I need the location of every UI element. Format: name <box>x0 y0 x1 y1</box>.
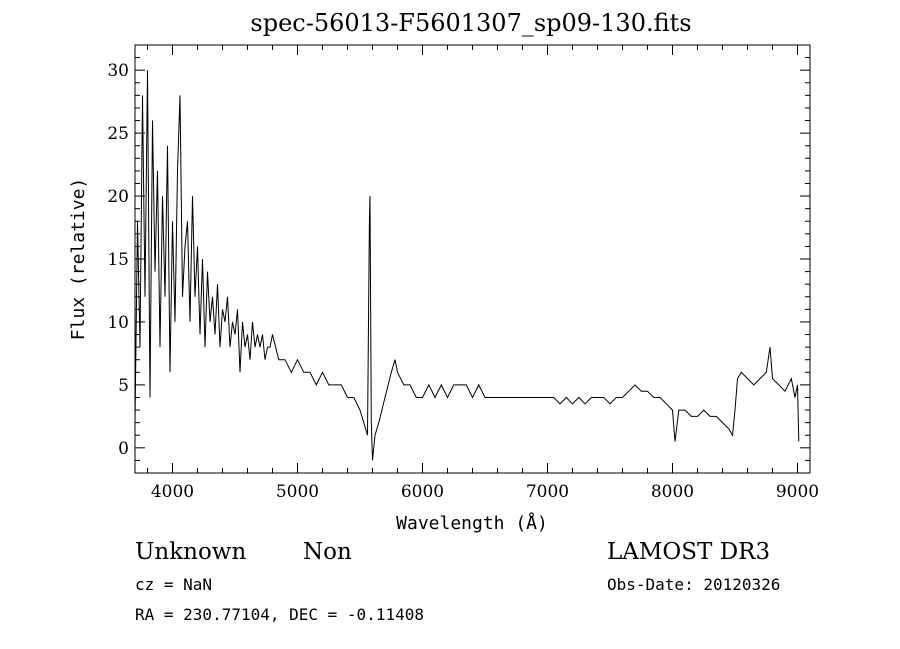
object-subclass: Non <box>303 539 352 565</box>
x-tick-label: 8000 <box>651 482 694 502</box>
coordinates: RA = 230.77104, DEC = -0.11408 <box>135 605 424 624</box>
spectrum-line <box>134 70 800 461</box>
redshift-cz: cz = NaN <box>135 575 212 594</box>
x-tick-labels: 4000 5000 6000 7000 8000 9000 <box>151 482 819 502</box>
y-tick-label: 5 <box>118 376 129 396</box>
axis-ticks <box>135 45 810 473</box>
plot-area <box>134 44 811 474</box>
x-tick-label: 9000 <box>776 482 819 502</box>
y-tick-label: 25 <box>107 124 129 144</box>
y-tick-label: 20 <box>107 187 129 207</box>
y-tick-labels: 0 5 10 15 20 25 30 <box>107 61 129 459</box>
x-axis-label: Wavelength (Å) <box>396 512 548 534</box>
plot-frame <box>134 44 811 474</box>
x-tick-label: 7000 <box>526 482 569 502</box>
y-tick-label: 10 <box>107 313 129 333</box>
y-tick-label: 15 <box>107 250 129 270</box>
y-tick-label: 0 <box>118 439 129 459</box>
x-tick-label: 6000 <box>401 482 444 502</box>
x-tick-label: 4000 <box>151 482 194 502</box>
y-axis-label: Flux (relative) <box>68 178 89 341</box>
survey-name: LAMOST DR3 <box>607 539 770 565</box>
y-tick-label: 30 <box>107 61 129 81</box>
x-tick-label: 5000 <box>276 482 319 502</box>
chart-title: spec-56013-F5601307_sp09-130.fits <box>250 9 691 37</box>
observation-date: Obs-Date: 20120326 <box>607 575 780 594</box>
object-class: Unknown <box>135 539 246 565</box>
